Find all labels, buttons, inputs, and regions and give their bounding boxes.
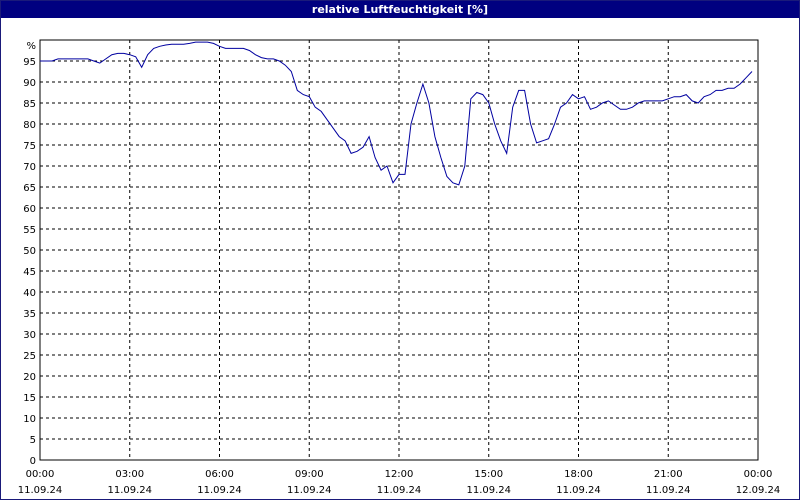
y-tick-label: 45 <box>23 267 36 278</box>
y-tick-label: 15 <box>23 393 36 404</box>
x-tick-date-label: 11.09.24 <box>646 485 691 496</box>
grid-lines <box>40 40 758 460</box>
y-tick-label: 5 <box>30 435 36 446</box>
chart-title: relative Luftfeuchtigkeit [%] <box>1 1 799 18</box>
y-tick-label: 10 <box>23 414 36 425</box>
x-tick-date-label: 11.09.24 <box>287 485 332 496</box>
y-tick-label: 95 <box>23 57 36 68</box>
x-tick-time-label: 12:00 <box>385 469 414 480</box>
y-tick-label: 40 <box>23 288 36 299</box>
y-tick-label: 60 <box>23 204 36 215</box>
y-tick-label: 50 <box>23 246 36 257</box>
x-tick-date-label: 11.09.24 <box>556 485 601 496</box>
y-tick-label: 90 <box>23 78 36 89</box>
x-tick-date-label: 11.09.24 <box>377 485 422 496</box>
x-tick-time-label: 00:00 <box>744 469 773 480</box>
x-tick-date-label: 11.09.24 <box>18 485 63 496</box>
x-tick-time-label: 03:00 <box>115 469 144 480</box>
y-tick-label: 35 <box>23 309 36 320</box>
y-tick-label: 85 <box>23 99 36 110</box>
x-tick-date-label: 11.09.24 <box>466 485 511 496</box>
y-tick-label: 65 <box>23 183 36 194</box>
x-tick-time-label: 06:00 <box>205 469 234 480</box>
x-tick-date-label: 11.09.24 <box>107 485 152 496</box>
x-axis-ticks: 00:00 11.09.24 03:00 11.09.24 06:00 11.09.24 0… <box>18 469 781 496</box>
x-tick-time-label: 15:00 <box>474 469 503 480</box>
y-tick-label: 30 <box>23 330 36 341</box>
plot-area-border <box>39 39 759 461</box>
y-axis-ticks: 0 5 10 15 20 25 30 35 40 45 50 55 60 65 70 75 80 85 90 95 <box>23 57 36 467</box>
y-tick-label: 0 <box>30 456 36 467</box>
x-tick-date-label: 12.09.24 <box>736 485 781 496</box>
y-axis-unit-label: % <box>26 41 36 52</box>
y-tick-label: 25 <box>23 351 36 362</box>
y-tick-label: 75 <box>23 141 36 152</box>
y-tick-label: 70 <box>23 162 36 173</box>
x-tick-time-label: 09:00 <box>295 469 324 480</box>
y-tick-label: 80 <box>23 120 36 131</box>
x-tick-time-label: 21:00 <box>654 469 683 480</box>
y-tick-label: 20 <box>23 372 36 383</box>
series-line-humidity <box>40 41 753 186</box>
y-tick-label: 55 <box>23 225 36 236</box>
x-tick-time-label: 00:00 <box>26 469 55 480</box>
x-tick-time-label: 18:00 <box>564 469 593 480</box>
x-tick-date-label: 11.09.24 <box>197 485 242 496</box>
